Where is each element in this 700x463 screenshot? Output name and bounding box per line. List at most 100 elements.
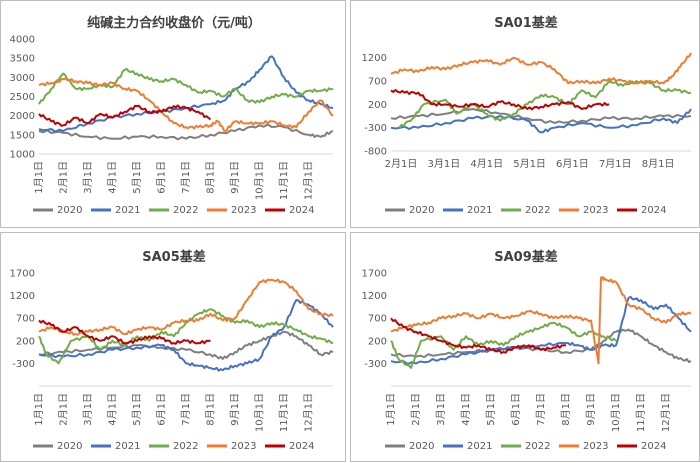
x-tick-label: 9月1日 bbox=[229, 393, 241, 426]
x-tick-label: 12月1日 bbox=[303, 161, 315, 200]
x-tick-label: 6月1日 bbox=[556, 158, 589, 170]
y-tick-label: -800 bbox=[364, 147, 387, 158]
x-tick-label: 6月1日 bbox=[156, 161, 168, 194]
y-tick-label: 4000 bbox=[10, 35, 35, 46]
x-tick-label: 7月1日 bbox=[599, 158, 632, 170]
y-tick-label: 700 bbox=[368, 77, 387, 88]
x-tick-label: 5月1日 bbox=[485, 393, 497, 426]
y-tick-label: 1500 bbox=[10, 130, 35, 141]
x-tick-label: 10月1日 bbox=[610, 393, 622, 432]
x-tick-label: 3月1日 bbox=[435, 393, 447, 426]
series-line-2024 bbox=[390, 89, 610, 111]
y-tick-label: 2000 bbox=[10, 111, 35, 122]
x-tick-label: 5月1日 bbox=[131, 161, 143, 194]
legend-label-2022: 2022 bbox=[173, 205, 198, 216]
x-tick-label: 12月1日 bbox=[660, 393, 672, 432]
x-tick-label: 2月1日 bbox=[58, 393, 70, 426]
legend-label-2021: 2021 bbox=[467, 441, 492, 452]
series-line-2020 bbox=[38, 330, 334, 360]
x-tick-label: 5月1日 bbox=[513, 158, 546, 170]
x-tick-label: 4月1日 bbox=[470, 158, 503, 170]
series-line-2022 bbox=[38, 68, 334, 105]
chart-sa01-basis: SA01基差 -800 -300 200 700 1200 2月1日 3月1日 4月1日 5月1日… bbox=[350, 0, 700, 228]
x-tick-label: 10月1日 bbox=[254, 161, 266, 200]
x-tick-label: 7月1日 bbox=[180, 393, 192, 426]
x-tick-label: 6月1日 bbox=[510, 393, 522, 426]
x-tick-label: 11月1日 bbox=[278, 393, 290, 432]
chart-title: SA01基差 bbox=[494, 15, 558, 31]
x-tick-label: 4月1日 bbox=[460, 393, 472, 426]
x-tick-label: 8月1日 bbox=[642, 158, 675, 170]
y-tick-label: 200 bbox=[368, 100, 387, 111]
series-line-2021 bbox=[390, 108, 692, 134]
x-tick-label: 1月1日 bbox=[385, 393, 397, 426]
y-tick-label: 1200 bbox=[362, 53, 387, 64]
chart-title: SA09基差 bbox=[494, 249, 558, 265]
x-tick-label: 9月1日 bbox=[229, 161, 241, 194]
chart-svg: SA01基差 -800 -300 200 700 1200 2月1日 3月1日 4月1日 5月1日… bbox=[362, 15, 692, 216]
y-tick-label: 1000 bbox=[10, 150, 35, 161]
legend-label-2023: 2023 bbox=[231, 205, 256, 216]
chart-title: 纯碱主力合约收盘价（元/吨） bbox=[87, 15, 261, 31]
chart-svg: SA05基差 -300 200 700 1200 1700 1月1日 2月1日 3月1日 4月1日… bbox=[10, 249, 334, 452]
series-line-2023 bbox=[38, 278, 334, 336]
y-tick-label: 1200 bbox=[362, 291, 387, 302]
y-tick-label: 200 bbox=[16, 336, 35, 347]
y-tick-label: 3500 bbox=[10, 54, 35, 65]
legend-label-2024: 2024 bbox=[289, 441, 314, 452]
series-line-2022 bbox=[398, 80, 692, 129]
legend-label-2024: 2024 bbox=[641, 441, 666, 452]
legend-label-2021: 2021 bbox=[115, 205, 140, 216]
y-tick-label: 3000 bbox=[10, 73, 35, 84]
x-tick-label: 2月1日 bbox=[410, 393, 422, 426]
series-line-2023 bbox=[38, 77, 334, 132]
y-tick-label: -300 bbox=[364, 359, 387, 370]
legend-label-2020: 2020 bbox=[57, 441, 82, 452]
series-line-2024 bbox=[38, 319, 211, 345]
series-line-2021 bbox=[38, 299, 334, 372]
x-tick-label: 8月1日 bbox=[205, 393, 217, 426]
x-tick-label: 11月1日 bbox=[278, 161, 290, 200]
x-tick-label: 4月1日 bbox=[107, 393, 119, 426]
legend-label-2024: 2024 bbox=[641, 205, 666, 216]
y-tick-label: 1700 bbox=[362, 269, 387, 280]
legend-label-2020: 2020 bbox=[409, 441, 434, 452]
series-line-2020 bbox=[38, 123, 334, 141]
series-line-2020 bbox=[390, 108, 692, 124]
x-tick-label: 9月1日 bbox=[585, 393, 597, 426]
series-line-2022 bbox=[390, 321, 617, 369]
x-tick-label: 2月1日 bbox=[385, 158, 418, 170]
y-tick-label: -300 bbox=[12, 359, 35, 370]
chart-svg: SA09基差 -300 200 700 1200 1700 1月1日 2月1日 3月1日 4月1日… bbox=[362, 249, 692, 452]
legend-label-2022: 2022 bbox=[173, 441, 198, 452]
y-tick-label: 2500 bbox=[10, 92, 35, 103]
y-tick-label: 1200 bbox=[10, 291, 35, 302]
x-tick-label: 4月1日 bbox=[107, 161, 119, 194]
legend-label-2022: 2022 bbox=[525, 205, 550, 216]
chart-price: 纯碱主力合约收盘价（元/吨） 1000 1500 2000 2500 3000 3500 40… bbox=[0, 0, 346, 228]
x-tick-label: 2月1日 bbox=[58, 161, 70, 194]
x-tick-label: 7月1日 bbox=[180, 161, 192, 194]
x-tick-label: 8月1日 bbox=[205, 161, 217, 194]
legend-label-2020: 2020 bbox=[57, 205, 82, 216]
legend-label-2021: 2021 bbox=[115, 441, 140, 452]
legend-label-2023: 2023 bbox=[583, 205, 608, 216]
y-tick-label: 1700 bbox=[10, 269, 35, 280]
x-tick-label: 1月1日 bbox=[33, 161, 45, 194]
y-tick-label: -300 bbox=[364, 123, 387, 134]
series-line-2023 bbox=[390, 52, 692, 85]
series-line-2021 bbox=[390, 295, 692, 365]
x-tick-label: 3月1日 bbox=[427, 158, 460, 170]
legend-label-2023: 2023 bbox=[583, 441, 608, 452]
series-line-2024 bbox=[38, 104, 212, 127]
x-tick-label: 12月1日 bbox=[303, 393, 315, 432]
legend-label-2023: 2023 bbox=[231, 441, 256, 452]
y-tick-label: 200 bbox=[368, 336, 387, 347]
y-tick-label: 700 bbox=[368, 314, 387, 325]
x-tick-label: 3月1日 bbox=[82, 393, 94, 426]
series-line-2024 bbox=[390, 317, 567, 354]
x-tick-label: 8月1日 bbox=[560, 393, 572, 426]
chart-svg: 纯碱主力合约收盘价（元/吨） 1000 1500 2000 2500 3000 3500 40… bbox=[10, 15, 334, 216]
x-tick-label: 10月1日 bbox=[254, 393, 266, 432]
